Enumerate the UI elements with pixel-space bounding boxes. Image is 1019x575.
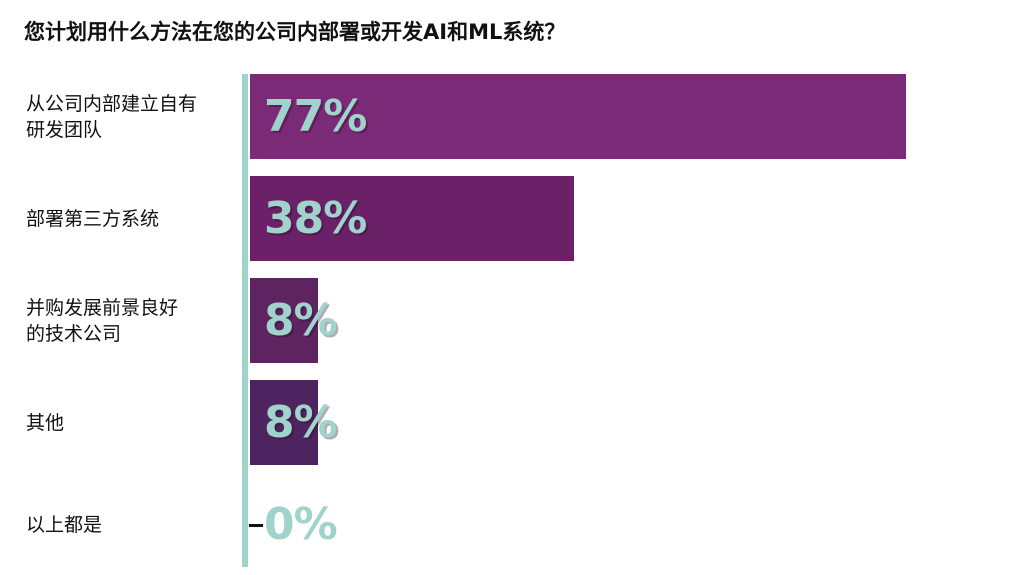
bar	[250, 74, 906, 159]
bar-value-label: 8%	[264, 294, 338, 346]
category-label-line: 研发团队	[26, 118, 103, 141]
category-label: 从公司内部建立自有 研发团队	[26, 91, 231, 143]
bar-value-label: 38%	[264, 192, 367, 244]
category-label-line: 其他	[26, 411, 65, 434]
category-label: 以上都是	[26, 512, 231, 538]
category-axis-line	[242, 74, 248, 567]
category-label-line: 部署第三方系统	[26, 207, 160, 230]
category-label: 并购发展前景良好 的技术公司	[26, 295, 231, 347]
bar-value-label: 8%	[264, 396, 338, 448]
bar	[250, 380, 319, 465]
bar	[250, 176, 574, 261]
bar	[250, 278, 319, 363]
category-label-line: 的技术公司	[26, 322, 122, 345]
category-label-line: 并购发展前景良好	[26, 296, 179, 319]
bar-value-label: 0%	[264, 498, 338, 550]
category-label-line: 以上都是	[26, 513, 103, 536]
category-label-line: 从公司内部建立自有	[26, 92, 198, 115]
chart-title: 您计划用什么方法在您的公司内部署或开发AI和ML系统？	[24, 20, 566, 44]
zero-marker	[249, 523, 263, 527]
bar-value-label: 77%	[264, 90, 367, 142]
category-label: 其他	[26, 410, 231, 436]
category-label: 部署第三方系统	[26, 206, 231, 232]
